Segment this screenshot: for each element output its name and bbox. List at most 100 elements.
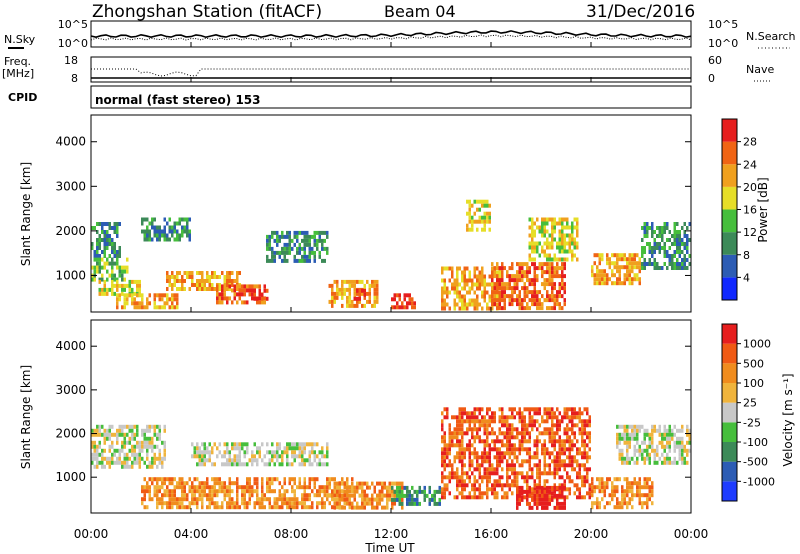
heatmap-cell: [636, 489, 639, 494]
heatmap-cell: [533, 443, 536, 448]
heatmap-cell: [553, 282, 556, 287]
heatmap-cell: [286, 458, 289, 463]
heatmap-cell: [656, 452, 659, 457]
heatmap-cell: [253, 296, 256, 301]
heatmap-cell: [268, 489, 271, 494]
heatmap-cell: [143, 237, 146, 242]
heatmap-cell: [586, 407, 589, 412]
heatmap-cell: [573, 245, 576, 250]
heatmap-cell: [498, 270, 501, 275]
heatmap-cell: [548, 270, 551, 275]
heatmap-cell: [306, 505, 309, 510]
heatmap-cell: [508, 451, 511, 456]
heatmap-cell: [533, 439, 536, 444]
heatmap-cell: [396, 493, 399, 498]
heatmap-cell: [563, 407, 566, 412]
heatmap-cell: [273, 238, 276, 243]
heatmap-cell: [393, 305, 396, 310]
heatmap-cell: [616, 424, 619, 429]
heatmap-cell: [586, 479, 589, 484]
heatmap-cell: [198, 450, 201, 455]
heatmap-cell: [293, 481, 296, 486]
heatmap-cell: [146, 489, 149, 494]
heatmap-cell: [281, 234, 284, 239]
heatmap-cell: [113, 273, 116, 278]
heatmap-cell: [271, 481, 274, 486]
heatmap-cell: [331, 299, 334, 304]
heatmap-cell: [441, 495, 444, 500]
heatmap-cell: [296, 501, 299, 506]
heatmap-cell: [553, 266, 556, 271]
heatmap-cell: [618, 432, 621, 437]
heatmap-cell: [156, 444, 159, 449]
heatmap-cell: [271, 489, 274, 494]
heatmap-cell: [493, 467, 496, 472]
heatmap-cell: [376, 299, 379, 304]
heatmap-cell: [481, 227, 484, 232]
heatmap-cell: [298, 242, 301, 247]
heatmap-cell: [448, 459, 451, 464]
heatmap-cell: [506, 459, 509, 464]
heatmap-cell: [463, 266, 466, 271]
heatmap-cell: [673, 254, 676, 258]
heatmap-cell: [488, 443, 491, 448]
heatmap-cell: [446, 407, 449, 412]
heatmap-cell: [511, 483, 514, 488]
heatmap-cell: [141, 217, 144, 222]
heatmap-cell: [326, 481, 329, 486]
heatmap-cell: [188, 233, 191, 238]
heatmap-cell: [478, 467, 481, 472]
heatmap-cell: [533, 302, 536, 307]
heatmap-cell: [313, 230, 316, 235]
heatmap-cell: [538, 290, 541, 295]
heatmap-cell: [216, 288, 219, 293]
heatmap-cell: [251, 489, 254, 494]
heatmap-cell: [538, 483, 541, 488]
heatmap-cell: [391, 505, 394, 510]
heatmap-cell: [616, 444, 619, 449]
heatmap-cell: [176, 505, 179, 510]
heatmap-cell: [463, 419, 466, 424]
heatmap-cell: [553, 274, 556, 279]
heatmap-cell: [238, 442, 241, 447]
heatmap-cell: [286, 505, 289, 510]
heatmap-cell: [548, 282, 551, 287]
heatmap-cell: [488, 419, 491, 424]
heatmap-cell: [108, 273, 111, 278]
heatmap-cell: [481, 491, 484, 496]
heatmap-cell: [628, 257, 631, 262]
heatmap-cell: [541, 431, 544, 436]
heatmap-cell: [606, 485, 609, 490]
heatmap-cell: [158, 489, 161, 494]
heatmap-cell: [598, 489, 601, 494]
heatmap-cell: [283, 234, 286, 239]
heatmap-cell: [501, 262, 504, 267]
heatmap-cell: [403, 493, 406, 498]
heatmap-cell: [258, 284, 261, 289]
heatmap-cell: [618, 448, 621, 453]
heatmap-cell: [676, 428, 679, 433]
heatmap-cell: [498, 286, 501, 291]
heatmap-cell: [478, 471, 481, 476]
heatmap-cell: [176, 237, 179, 242]
heatmap-cell: [568, 241, 571, 246]
heatmap-cell: [568, 225, 571, 230]
heatmap-cell: [623, 281, 626, 286]
heatmap-cell: [661, 238, 664, 242]
heatmap-cell: [461, 286, 464, 291]
heatmap-cell: [308, 454, 311, 459]
colorbar-swatch: [722, 254, 737, 278]
heatmap-cell: [188, 237, 191, 242]
heatmap-cell: [638, 277, 641, 282]
heatmap-cell: [458, 282, 461, 287]
heatmap-cell: [236, 489, 239, 494]
heatmap-cell: [518, 463, 521, 468]
heatmap-cell: [483, 471, 486, 476]
heatmap-cell: [478, 419, 481, 424]
heatmap-cell: [533, 249, 536, 254]
heatmap-cell: [543, 493, 546, 498]
heatmap-cell: [318, 493, 321, 498]
heatmap-cell: [348, 501, 351, 506]
heatmap-cell: [463, 479, 466, 484]
heatmap-cell: [483, 431, 486, 436]
